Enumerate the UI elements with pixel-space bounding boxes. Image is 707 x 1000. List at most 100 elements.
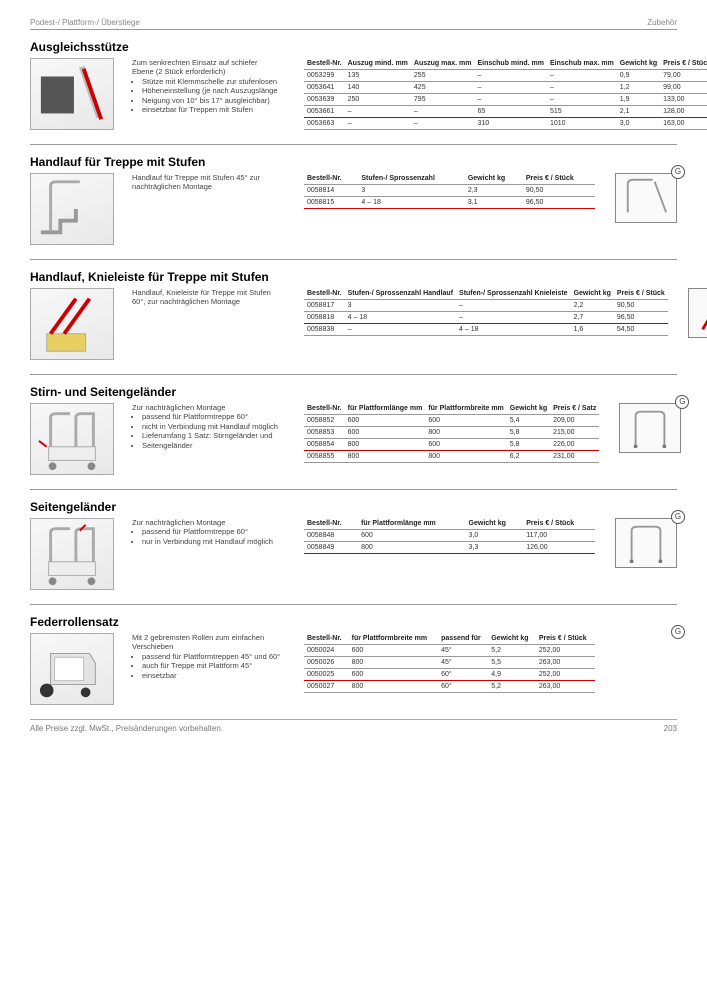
note-item: nicht in Verbindung mit Handlauf möglich	[142, 422, 292, 431]
group-badge: G	[671, 510, 685, 524]
note-item: nur in Verbindung mit Handlauf möglich	[142, 537, 292, 546]
col-header: Gewicht kg	[507, 403, 550, 415]
note-item: passend für Plattformtreppe 60°	[142, 527, 292, 536]
product-section: Handlauf für Treppe mit StufenHandlauf f…	[30, 144, 677, 245]
product-section: Federrollensatz Mit 2 gebremsten Rollen z…	[30, 604, 677, 705]
col-header: Bestell-Nr.	[304, 173, 358, 185]
detail-thumb	[615, 518, 677, 568]
product-section: Ausgleichsstütze Zum senkrechten Einsatz …	[30, 29, 677, 130]
col-header: passend für	[438, 633, 488, 645]
header-category: Podest-/ Plattform-/ Überstiege	[30, 18, 140, 27]
spec-table: Bestell-Nr.Auszug mind. mmAuszug max. mm…	[304, 58, 707, 130]
table-row: 00588184 – 18–2,796,50	[304, 312, 668, 324]
table-row: 00588173–2,290,50	[304, 300, 668, 312]
product-section: Seitengeländer Zur nachträglichen Montage…	[30, 489, 677, 590]
col-header: Einschub mind. mm	[474, 58, 547, 70]
col-header: Auszug mind. mm	[345, 58, 411, 70]
product-thumb	[30, 58, 114, 130]
product-thumb	[30, 403, 114, 475]
section-description: Mit 2 gebremsten Rollen zum einfachenVer…	[132, 633, 292, 705]
product-thumb	[30, 633, 114, 705]
table-row: 0058838–4 – 181,654,50	[304, 324, 668, 336]
table-row: 00588558008006,2231,00	[304, 451, 599, 463]
table-row: 00588526006005,4209,00	[304, 415, 599, 427]
col-header: Preis € / Stück	[523, 518, 595, 530]
group-badge: G	[671, 165, 685, 179]
table-row: 005002780060°5,2263,00	[304, 681, 595, 693]
table-row: 00588548006005,8226,00	[304, 439, 599, 451]
col-header: für Plattformbreite mm	[349, 633, 438, 645]
table-row: 005002460045°5,2252,00	[304, 645, 595, 657]
product-section: Handlauf, Knieleiste für Treppe mit Stuf…	[30, 259, 677, 360]
col-header: Einschub max. mm	[547, 58, 617, 70]
col-header: Preis € / Stück	[660, 58, 707, 70]
col-header: Gewicht kg	[488, 633, 536, 645]
col-header: Bestell-Nr.	[304, 58, 345, 70]
section-title: Ausgleichsstütze	[30, 40, 677, 54]
col-header: Preis € / Satz	[550, 403, 599, 415]
col-header: Stufen-/ Sprossenzahl Handlauf	[345, 288, 456, 300]
col-header: Gewicht kg	[571, 288, 614, 300]
spec-table: Bestell-Nr.Stufen-/ SprossenzahlGewicht …	[304, 173, 595, 209]
spec-table: Bestell-Nr.für Plattformlänge mmGewicht …	[304, 518, 595, 554]
col-header: Preis € / Stück	[536, 633, 595, 645]
note-item: Neigung von 10° bis 17° ausgleichbar)	[142, 96, 292, 105]
page-header: Podest-/ Plattform-/ Überstiege Zubehör	[30, 18, 677, 27]
product-thumb	[30, 173, 114, 245]
note-item: Lieferumfang 1 Satz: Stirngeländer und	[142, 431, 292, 440]
detail-thumb	[615, 173, 677, 223]
header-subcategory: Zubehör	[647, 18, 677, 27]
spec-table: Bestell-Nr.für Plattformlänge mmfür Plat…	[304, 403, 599, 463]
table-row: 00588498003,3126,00	[304, 542, 595, 554]
group-badge: G	[671, 625, 685, 639]
section-title: Seitengeländer	[30, 500, 677, 514]
col-header: Bestell-Nr.	[304, 403, 345, 415]
col-header: für Plattformlänge mm	[345, 403, 426, 415]
table-row: 00588536008005,8215,00	[304, 427, 599, 439]
table-row: 00588154 – 183,196,50	[304, 197, 595, 209]
col-header: für Plattformbreite mm	[425, 403, 506, 415]
col-header: Bestell-Nr.	[304, 288, 345, 300]
table-row: 0053639250795––1,9133,00	[304, 94, 707, 106]
note-item: passend für Plattformtreppe 60°	[142, 412, 292, 421]
footer-page: 203	[664, 724, 677, 733]
note-item: passend für Plattformtreppen 45° und 60°	[142, 652, 292, 661]
col-header: für Plattformlänge mm	[358, 518, 465, 530]
col-header: Auszug max. mm	[411, 58, 475, 70]
section-title: Federrollensatz	[30, 615, 677, 629]
table-row: 005002560060°4,9252,00	[304, 669, 595, 681]
section-description: Zum senkrechten Einsatz auf schieferEben…	[132, 58, 292, 130]
section-title: Handlauf für Treppe mit Stufen	[30, 155, 677, 169]
product-thumb	[30, 288, 114, 360]
note-item: einsetzbar	[142, 671, 292, 680]
section-description: Handlauf, Knieleiste für Treppe mit Stuf…	[132, 288, 292, 360]
note-item: Höheneinstellung (je nach Auszugslänge	[142, 86, 292, 95]
spec-table: Bestell-Nr.Stufen-/ Sprossenzahl Handlau…	[304, 288, 668, 336]
product-section: Stirn- und Seitengeländer Zur nachträglic…	[30, 374, 677, 475]
table-row: 0053641140425––1,299,00	[304, 82, 707, 94]
note-item: Seitengeländer	[142, 441, 292, 450]
table-row: 00588486003,0117,00	[304, 530, 595, 542]
col-header: Stufen-/ Sprossenzahl Knieleiste	[456, 288, 571, 300]
col-header: Bestell-Nr.	[304, 633, 349, 645]
col-header: Stufen-/ Sprossenzahl	[358, 173, 464, 185]
note-item: Stütze mit Klemmschelle zur stufenlosen	[142, 77, 292, 86]
col-header: Gewicht kg	[465, 173, 523, 185]
section-title: Handlauf, Knieleiste für Treppe mit Stuf…	[30, 270, 677, 284]
spec-table: Bestell-Nr.für Plattformbreite mmpassend…	[304, 633, 595, 693]
product-thumb	[30, 518, 114, 590]
table-row: 005881432,390,50	[304, 185, 595, 197]
footer-note: Alle Preise zzgl. MwSt., Preisänderungen…	[30, 724, 223, 733]
section-description: Zur nachträglichen Montagepassend für Pl…	[132, 403, 292, 475]
note-item: auch für Treppe mit Plattform 45°	[142, 661, 292, 670]
section-description: Zur nachträglichen Montagepassend für Pl…	[132, 518, 292, 590]
table-row: 0053299135255––0,979,00	[304, 70, 707, 82]
table-row: 0053661––655152,1128,00	[304, 106, 707, 118]
col-header: Gewicht kg	[466, 518, 524, 530]
group-badge: G	[675, 395, 689, 409]
page-footer: Alle Preise zzgl. MwSt., Preisänderungen…	[30, 719, 677, 733]
section-title: Stirn- und Seitengeländer	[30, 385, 677, 399]
table-row: 005002680045°5,5263,00	[304, 657, 595, 669]
col-header: Bestell-Nr.	[304, 518, 358, 530]
col-header: Gewicht kg	[617, 58, 660, 70]
